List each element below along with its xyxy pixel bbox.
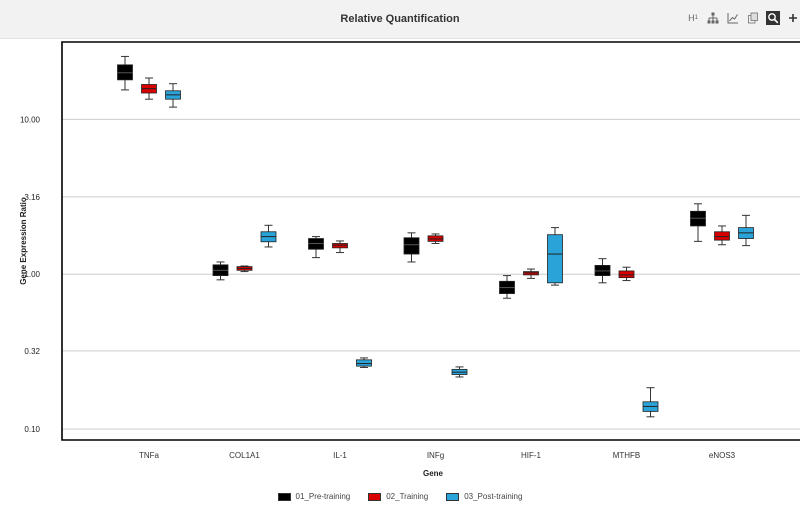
box (141, 77, 157, 100)
box (356, 357, 372, 368)
box (690, 203, 706, 242)
box (499, 275, 515, 299)
add-icon[interactable] (786, 11, 800, 25)
box (451, 366, 468, 378)
box (236, 265, 253, 273)
box-body (356, 359, 372, 367)
box-body (403, 237, 420, 255)
legend-swatch (446, 492, 460, 501)
x-tick-label: COL1A1 (229, 451, 260, 460)
box-body (714, 231, 730, 241)
legend-swatch (368, 492, 382, 501)
box (618, 266, 635, 282)
legend-swatch (277, 492, 291, 501)
zoom-icon[interactable] (766, 11, 780, 25)
x-tick-label: eNOS3 (709, 451, 736, 460)
box (523, 268, 539, 279)
x-axis-title: Gene (423, 469, 444, 478)
hierarchy-icon[interactable] (706, 11, 720, 25)
plot-frame (61, 41, 800, 441)
box (594, 258, 611, 284)
line-chart-icon[interactable] (726, 11, 740, 25)
heading-subscript: 1 (694, 15, 698, 21)
box (642, 387, 659, 418)
x-tick-label: TNFa (139, 451, 160, 460)
heading-letter: H (688, 13, 695, 23)
legend: 01_Pre-training 02_Training 03_Post-traini… (0, 492, 800, 501)
y-tick-label: 10.00 (20, 115, 41, 124)
y-tick-label: 1.00 (24, 270, 40, 279)
chart-title: Relative Quantification (340, 13, 460, 25)
legend-label: 01_Pre-training (295, 492, 351, 501)
box (308, 236, 324, 259)
box (547, 227, 563, 286)
box (738, 214, 754, 247)
box (117, 55, 133, 91)
x-tick-label: HIF-1 (521, 451, 542, 460)
x-tick-label: IL-1 (333, 451, 347, 460)
box (165, 83, 181, 108)
y-axis-title: Gene Expression Ratio (19, 197, 28, 285)
box (332, 240, 348, 254)
x-tick-label: INFg (427, 451, 444, 460)
legend-item[interactable]: 01_Pre-training (277, 492, 351, 501)
box (212, 261, 229, 281)
copy-icon[interactable] (746, 11, 760, 25)
box-body (618, 270, 635, 279)
y-tick-label: 3.16 (24, 193, 40, 202)
legend-label: 02_Training (386, 492, 429, 501)
y-tick-label: 0.10 (24, 425, 40, 434)
box-body (547, 234, 563, 284)
box (714, 225, 730, 246)
box (427, 233, 444, 244)
y-tick-label: 0.32 (24, 347, 40, 356)
legend-item[interactable]: 03_Post-training (446, 492, 522, 501)
box (260, 224, 277, 248)
legend-item[interactable]: 02_Training (368, 492, 428, 501)
x-tick-label: MTHFB (613, 451, 641, 460)
box (403, 232, 420, 263)
legend-label: 03_Post-training (464, 492, 523, 501)
